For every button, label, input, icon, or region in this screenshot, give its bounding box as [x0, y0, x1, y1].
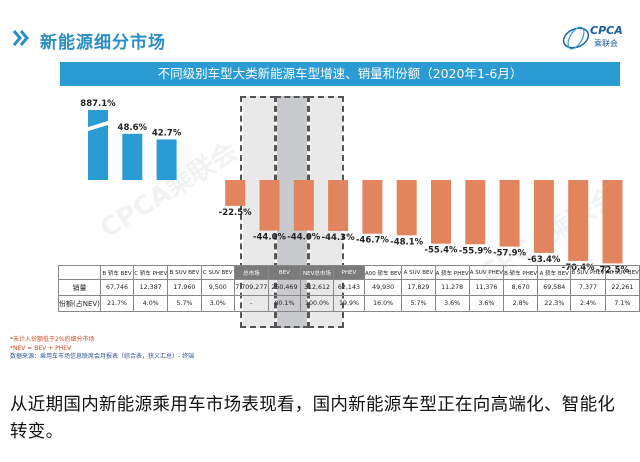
axis-break-mark [85, 120, 111, 132]
share-cell: 80.1% [267, 295, 302, 312]
value-label: -55.9% [459, 246, 492, 256]
sales-cell: 7,377 [570, 279, 606, 296]
sales-cell: 7,709,277 [233, 279, 269, 296]
value-label: -46.7% [356, 236, 389, 246]
bar-A00-轿车-BEV [362, 180, 383, 234]
bar-B-轿车-BEV [88, 110, 108, 180]
share-cell: 22.3% [537, 295, 572, 312]
chart-title: 不同级别车型大类新能源车型增速、销量和份额（2020年1-6月） [157, 66, 523, 81]
table-header-cell: C 轿车 PHEV [133, 265, 169, 280]
logo-text: CPCA [590, 24, 623, 37]
bar-B-轿车-PHEV [499, 180, 520, 247]
value-label: 887.1% [80, 99, 116, 109]
value-label: -57.9% [493, 249, 526, 259]
value-label: -55.4% [424, 246, 457, 256]
share-cell: 19.9% [332, 295, 366, 312]
bar-A-轿车-PHEV [431, 180, 451, 244]
share-cell: 3.0% [200, 295, 235, 312]
table-header-cell: PHEV [332, 265, 366, 280]
article-caption: 从近期国内新能源乘用车市场表现看，国内新能源车型正在向高端化、智能化转变。 [10, 395, 616, 442]
subtitle-bar [60, 62, 620, 86]
table-header-cell: A0 SUV BEV [604, 265, 640, 280]
sales-cell: 62,143 [332, 279, 366, 296]
sales-cell: 250,469 [267, 279, 302, 296]
data-table: B 轿车 BEV C 轿车 PHEV B SUV BEV C SUV BEV 总市场 BE… [58, 265, 640, 312]
share-cell: 7.1% [604, 295, 640, 312]
bar-A-轿车-BEV [533, 180, 554, 253]
row-label-share: 份额(占NEV) [58, 295, 101, 312]
table-header-cell: A 轿车 PHEV [434, 265, 470, 280]
table-header-cell: NEV总市场 [300, 265, 334, 280]
table-header-row: B 轿车 BEV C 轿车 PHEV B SUV BEV C SUV BEV 总市场 BE… [58, 265, 640, 280]
share-cell: 3.6% [468, 295, 505, 312]
share-cell: 4.0% [133, 295, 169, 312]
table-header-cell: C SUV BEV [200, 265, 235, 280]
value-label: -44.0% [287, 233, 320, 243]
bar-chart: 887.1%48.6%42.7%-22.5%-44.0% -44.0% -44.3%… [80, 99, 629, 275]
page-title: 新能源细分市场 [40, 33, 166, 53]
double-chevron-icon [12, 30, 29, 46]
share-cell: 5.7% [401, 295, 436, 312]
cpca-logo-icon [562, 26, 590, 50]
table-header-cell: 总市场 [233, 265, 269, 280]
bar-PHEV [328, 180, 349, 231]
sales-cell: 67,746 [99, 279, 135, 296]
slide: 新能源细分市场 CPCA 乘联会 不同级别车型大类新能源车型增速、销量和份额（2… [10, 24, 640, 362]
table-header-cell: B SUV BEV [167, 265, 202, 280]
sales-cell: 8,670 [503, 279, 539, 296]
sales-cell: 9,500 [200, 279, 235, 296]
share-cell: 5.7% [167, 295, 202, 312]
footnote-share: *未计入份额低于2%的细分市场 [10, 336, 95, 343]
table-header-cell: A SUV BEV [401, 265, 436, 280]
value-label: -63.4% [527, 255, 560, 265]
bar-A0-SUV-BEV [602, 180, 623, 264]
share-cell: 2.8% [503, 295, 539, 312]
logo-subtext: 乘联会 [594, 39, 618, 48]
value-label: 42.7% [152, 128, 182, 138]
value-label: -22.5% [219, 208, 252, 218]
sales-cell: 312,612 [300, 279, 334, 296]
table-row-share: 份额(占NEV) 21.7% 4.0% 5.7% 3.0% -80.1% 100.0% 19… [58, 295, 640, 312]
sales-cell: 49,930 [364, 279, 403, 296]
bar-C-轿车-PHEV [122, 133, 143, 180]
table-header-cell: B 轿车 PHEV [503, 265, 539, 280]
share-cell: 2.4% [570, 295, 606, 312]
share-cell: 21.7% [99, 295, 135, 312]
bar-NEV总市场 [293, 180, 314, 231]
row-label-sales: 销量 [58, 279, 101, 296]
bar-B-SUV-BEV [156, 139, 177, 180]
footnote-nev: *NEV = BEV + PHEV [10, 344, 72, 352]
footnote-source: 数据来源：乘用车市场信息联席会月报表（综合表，狭义汇总）- 终端 [10, 353, 195, 360]
share-cell: 100.0% [300, 295, 334, 312]
share-cell: 16.0% [364, 295, 403, 312]
value-label: -48.1% [390, 237, 423, 247]
sales-cell: 11,278 [434, 279, 470, 296]
bar-总市场 [225, 180, 246, 206]
bar-A-SUV-BEV [396, 180, 417, 236]
sales-cell: 22,261 [604, 279, 640, 296]
bar-B-SUV-PHEV [568, 180, 589, 261]
table-header-cell: B SUV PHEV [570, 265, 606, 280]
sales-cell: 17,829 [401, 279, 436, 296]
table-header-cell: A00 轿车 BEV [364, 265, 403, 280]
table-header-cell: B 轿车 BEV [99, 265, 135, 280]
bar-A-SUV-PHEV [465, 180, 486, 245]
share-cell: 3.6% [434, 295, 470, 312]
table-header-cell: A SUV PHEV [468, 265, 505, 280]
sales-cell: 11,376 [468, 279, 505, 296]
table-row-sales: 销量 67,746 12,387 17,960 9,500 7,709,277 250,4… [58, 279, 640, 296]
value-label: -44.0% [253, 233, 286, 243]
share-cell: - [233, 295, 269, 312]
value-label: -44.3% [322, 233, 355, 243]
value-label: 48.6% [118, 123, 148, 133]
table-header-cell: A 轿车 BEV [537, 265, 572, 280]
sales-cell: 69,584 [537, 279, 572, 296]
sales-cell: 17,960 [167, 279, 202, 296]
footnotes: *未计入份额低于2%的细分市场 *NEV = BEV + PHEV 数据来源：乘… [10, 336, 194, 362]
bar-BEV [259, 180, 280, 231]
sales-cell: 12,387 [133, 279, 169, 296]
table-header-cell: BEV [267, 265, 302, 280]
